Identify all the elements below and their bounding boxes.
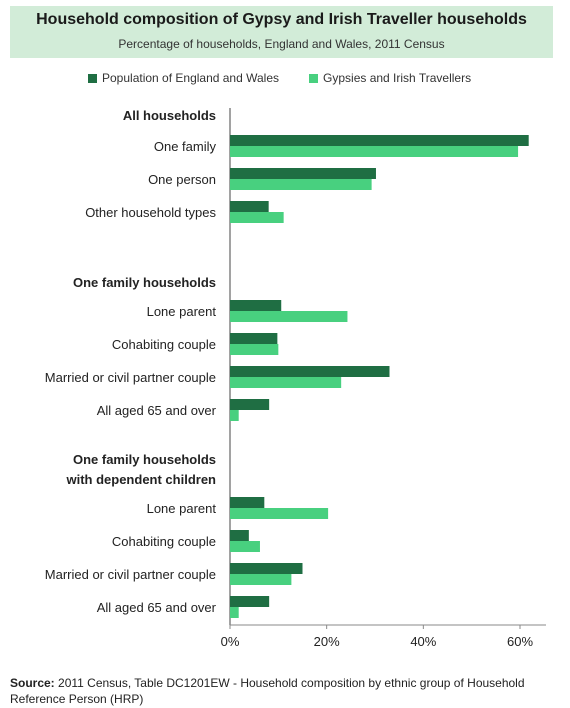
bar-gypsies (230, 541, 260, 552)
x-tick-label: 40% (410, 634, 436, 649)
bar-gypsies (230, 607, 239, 618)
bar-population (230, 201, 269, 212)
bar-population (230, 300, 282, 311)
bar-population (230, 399, 270, 410)
bar-gypsies (230, 377, 342, 388)
bar-gypsies (230, 574, 292, 585)
bar-gypsies (230, 179, 372, 190)
category-label: All aged 65 and over (97, 403, 217, 418)
category-label: Married or civil partner couple (45, 567, 216, 582)
legend-label-population: Population of England and Wales (102, 71, 280, 85)
legend-swatch-population (88, 73, 97, 83)
category-label: All aged 65 and over (97, 600, 217, 615)
source-label: Source: (10, 676, 55, 690)
bar-gypsies (230, 212, 284, 223)
bar-gypsies (230, 344, 279, 355)
group-heading: One family households (73, 275, 216, 290)
legend-item-gypsies: Gypsies and Irish Travellers (309, 71, 471, 85)
group-heading: with dependent children (65, 472, 216, 487)
bar-population (230, 366, 390, 377)
chart-legend: Population of England and Wales Gypsies … (88, 71, 501, 85)
legend-label-gypsies: Gypsies and Irish Travellers (323, 71, 472, 85)
group-heading: One family households (73, 452, 216, 467)
bar-population (230, 596, 270, 607)
category-label: Cohabiting couple (112, 337, 216, 352)
legend-swatch-gypsies (309, 73, 319, 83)
category-label: One family (154, 139, 217, 154)
bar-gypsies (230, 146, 519, 157)
bar-population (230, 168, 376, 179)
category-label: Cohabiting couple (112, 534, 216, 549)
bar-population (230, 135, 529, 146)
group-heading: All households (123, 108, 216, 123)
category-label: Lone parent (147, 501, 217, 516)
x-tick-label: 60% (507, 634, 533, 649)
x-tick-label: 20% (314, 634, 340, 649)
bar-population (230, 497, 265, 508)
bar-gypsies (230, 508, 329, 519)
bar-population (230, 530, 249, 541)
bar-population (230, 333, 278, 344)
chart-subtitle: Percentage of households, England and Wa… (118, 37, 445, 51)
legend-item-population: Population of England and Wales (88, 71, 279, 85)
x-tick-label: 0% (221, 634, 240, 649)
category-label: One person (148, 172, 216, 187)
bar-population (230, 563, 303, 574)
category-label: Married or civil partner couple (45, 370, 216, 385)
source-note: Source: 2011 Census, Table DC1201EW - Ho… (10, 675, 560, 707)
bar-gypsies (230, 410, 239, 421)
bar-gypsies (230, 311, 348, 322)
chart-title: Household composition of Gypsy and Irish… (36, 11, 527, 28)
chart-header: Household composition of Gypsy and Irish… (10, 6, 553, 58)
category-label: Other household types (85, 205, 216, 220)
source-text: 2011 Census, Table DC1201EW - Household … (10, 676, 525, 706)
category-label: Lone parent (147, 304, 217, 319)
